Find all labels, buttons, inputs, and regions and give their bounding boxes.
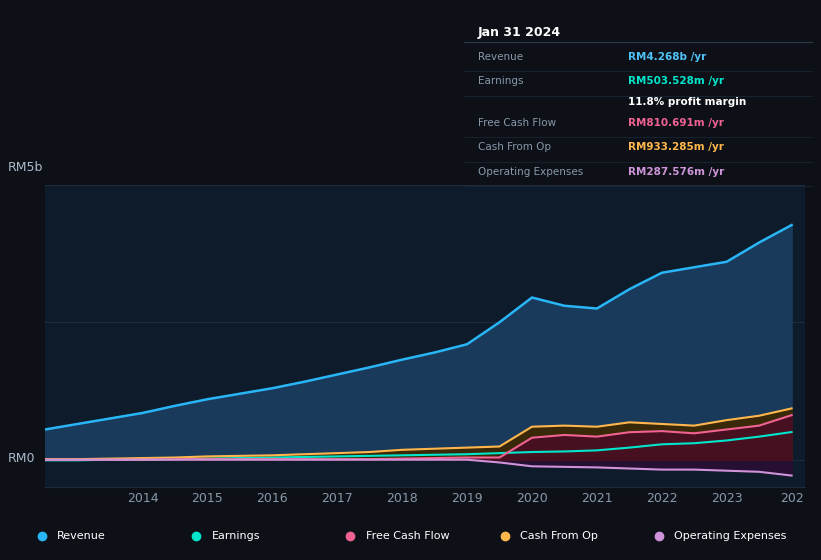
- Text: 11.8% profit margin: 11.8% profit margin: [628, 97, 746, 108]
- Text: Jan 31 2024: Jan 31 2024: [478, 26, 561, 39]
- Text: Earnings: Earnings: [211, 531, 260, 541]
- Text: Revenue: Revenue: [57, 531, 106, 541]
- Text: RM503.528m /yr: RM503.528m /yr: [628, 77, 724, 86]
- Text: RM4.268b /yr: RM4.268b /yr: [628, 52, 706, 62]
- Text: RM5b: RM5b: [8, 161, 44, 174]
- Text: Cash From Op: Cash From Op: [520, 531, 598, 541]
- Text: RM933.285m /yr: RM933.285m /yr: [628, 142, 724, 152]
- Text: Operating Expenses: Operating Expenses: [478, 167, 583, 177]
- Text: Free Cash Flow: Free Cash Flow: [478, 118, 556, 128]
- Text: Cash From Op: Cash From Op: [478, 142, 551, 152]
- Text: Revenue: Revenue: [478, 52, 523, 62]
- Text: RM287.576m /yr: RM287.576m /yr: [628, 167, 724, 177]
- Text: RM0: RM0: [8, 452, 35, 465]
- Text: Operating Expenses: Operating Expenses: [674, 531, 787, 541]
- Text: Earnings: Earnings: [478, 77, 523, 86]
- Text: RM810.691m /yr: RM810.691m /yr: [628, 118, 724, 128]
- Text: Free Cash Flow: Free Cash Flow: [365, 531, 449, 541]
